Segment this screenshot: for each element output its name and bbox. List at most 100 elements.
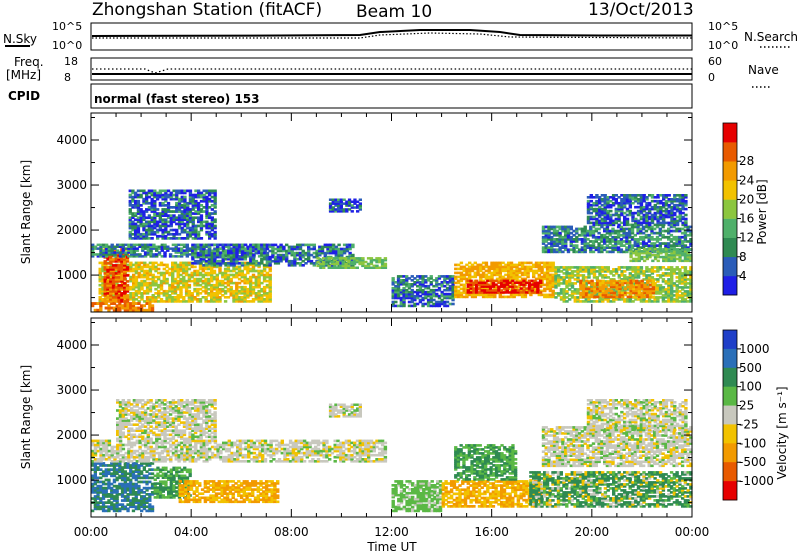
data-cell xyxy=(683,259,688,263)
data-cell xyxy=(276,247,281,251)
data-cell xyxy=(513,285,518,288)
data-cell xyxy=(603,227,607,231)
data-cell xyxy=(647,300,652,303)
data-cell xyxy=(493,265,497,269)
data-cell xyxy=(623,266,627,269)
data-cell xyxy=(647,238,651,241)
data-cell xyxy=(185,243,189,247)
data-cell xyxy=(207,279,211,283)
data-cell xyxy=(347,264,351,268)
data-cell xyxy=(469,281,473,284)
data-cell xyxy=(334,210,338,213)
data-cell xyxy=(196,277,200,281)
data-cell xyxy=(124,243,128,247)
data-cell xyxy=(437,283,442,286)
data-cell xyxy=(575,250,579,254)
data-cell xyxy=(454,287,458,291)
data-cell xyxy=(123,276,127,279)
data-cell xyxy=(686,240,690,243)
data-cell xyxy=(254,269,258,273)
data-cell xyxy=(101,300,105,303)
data-cell xyxy=(634,268,638,271)
data-cell xyxy=(204,283,208,287)
data-cell xyxy=(188,247,192,250)
data-cell xyxy=(150,308,155,312)
data-cell xyxy=(140,267,144,271)
data-cell xyxy=(590,286,594,289)
data-cell xyxy=(634,253,639,257)
data-cell xyxy=(285,255,289,259)
data-cell xyxy=(337,202,341,205)
data-cell xyxy=(686,292,690,295)
data-cell xyxy=(338,264,343,268)
data-cell xyxy=(672,272,677,275)
data-cell xyxy=(402,290,406,294)
data-cell xyxy=(141,247,145,250)
data-cell xyxy=(254,279,258,283)
data-cell xyxy=(476,265,480,269)
data-cell xyxy=(96,255,100,258)
data-cell xyxy=(210,218,214,222)
data-cell xyxy=(426,292,431,296)
data-cell xyxy=(493,263,497,267)
data-cell xyxy=(293,257,297,261)
data-cell xyxy=(597,231,601,235)
data-cell xyxy=(142,191,146,195)
data-cell xyxy=(327,258,331,262)
data-cell xyxy=(689,233,693,237)
data-cell xyxy=(117,290,121,293)
data-cell xyxy=(246,296,250,299)
data-cell xyxy=(204,300,208,303)
data-cell xyxy=(188,199,193,203)
data-cell xyxy=(358,198,362,201)
data-cell xyxy=(664,242,668,245)
data-cell xyxy=(421,277,425,280)
data-cell xyxy=(612,279,617,283)
data-cell xyxy=(547,246,551,249)
data-cell xyxy=(273,257,278,261)
data-cell xyxy=(445,286,450,290)
data-cell xyxy=(532,275,536,279)
data-cell xyxy=(114,266,119,269)
data-cell xyxy=(598,298,602,301)
data-cell xyxy=(316,264,320,268)
data-cell xyxy=(488,289,493,292)
data-cell xyxy=(103,272,107,275)
data-cell xyxy=(440,283,444,286)
data-cell xyxy=(134,281,139,285)
data-cell xyxy=(191,224,195,228)
data-cell xyxy=(185,255,189,258)
data-cell xyxy=(136,199,141,203)
data-cell xyxy=(186,234,190,238)
data-cell xyxy=(672,244,676,247)
data-cell xyxy=(589,225,593,229)
data-cell xyxy=(251,265,256,269)
data-cell xyxy=(139,193,143,197)
data-cell xyxy=(570,284,575,287)
data-cell xyxy=(678,251,682,255)
data-cell xyxy=(424,284,428,288)
data-cell xyxy=(672,225,676,229)
data-cell xyxy=(172,218,176,222)
data-cell xyxy=(551,277,555,281)
data-cell xyxy=(502,279,507,283)
data-cell xyxy=(645,266,649,269)
data-cell xyxy=(590,300,594,303)
data-cell xyxy=(218,265,222,269)
data-cell xyxy=(323,243,327,247)
data-cell xyxy=(339,206,343,209)
data-cell xyxy=(125,258,130,261)
data-cell xyxy=(557,268,561,271)
data-cell xyxy=(140,281,144,285)
data-cell xyxy=(169,193,173,197)
data-cell xyxy=(204,271,208,275)
data-cell xyxy=(183,212,187,215)
data-cell xyxy=(651,285,656,289)
data-cell xyxy=(169,218,173,222)
data-cell xyxy=(650,266,655,269)
data-cell xyxy=(459,267,464,271)
data-cell xyxy=(614,242,618,245)
data-cell xyxy=(183,199,187,203)
data-cell xyxy=(616,235,621,239)
data-cell xyxy=(548,279,553,283)
